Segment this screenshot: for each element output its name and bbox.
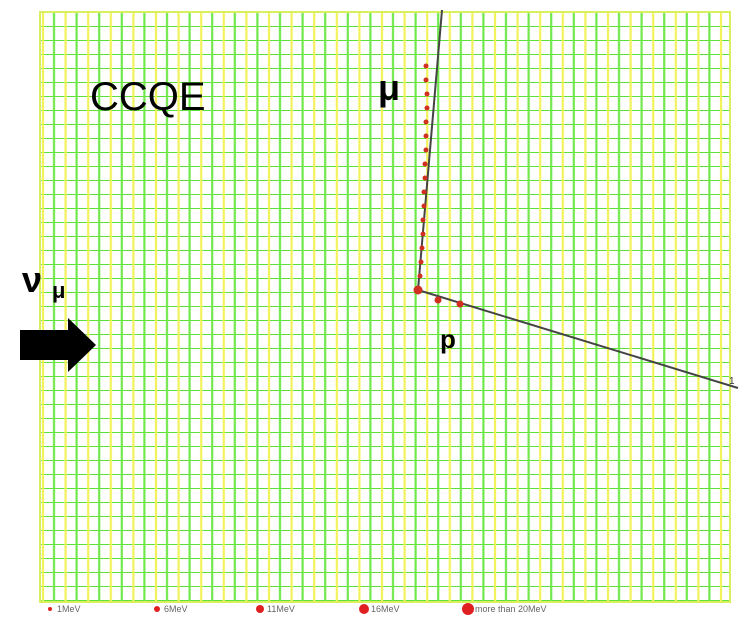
- legend: 1MeV 6MeV 11MeV 16MeV more than 20MeV: [48, 603, 547, 615]
- legend-label: 1MeV: [57, 604, 81, 614]
- interaction-label: CCQE: [90, 75, 206, 119]
- neutrino-subscript: μ: [52, 278, 65, 303]
- legend-marker: [359, 604, 369, 614]
- legend-label: 6MeV: [164, 604, 188, 614]
- legend-label: 16MeV: [371, 604, 400, 614]
- legend-marker: [462, 603, 474, 615]
- neutrino-label: ν: [22, 259, 42, 300]
- proton-label: p: [440, 324, 456, 354]
- legend-marker: [48, 607, 52, 611]
- muon-label: μ: [378, 67, 400, 108]
- legend-label: 11MeV: [267, 604, 295, 614]
- legend-marker: [256, 605, 264, 613]
- legend-marker: [154, 606, 160, 612]
- track-end-label: 1: [729, 376, 735, 387]
- legend-label: more than 20MeV: [475, 604, 547, 614]
- event-display: CCQE μ ν μ p 1 1MeV 6MeV 11MeV 16MeV more th…: [0, 0, 741, 621]
